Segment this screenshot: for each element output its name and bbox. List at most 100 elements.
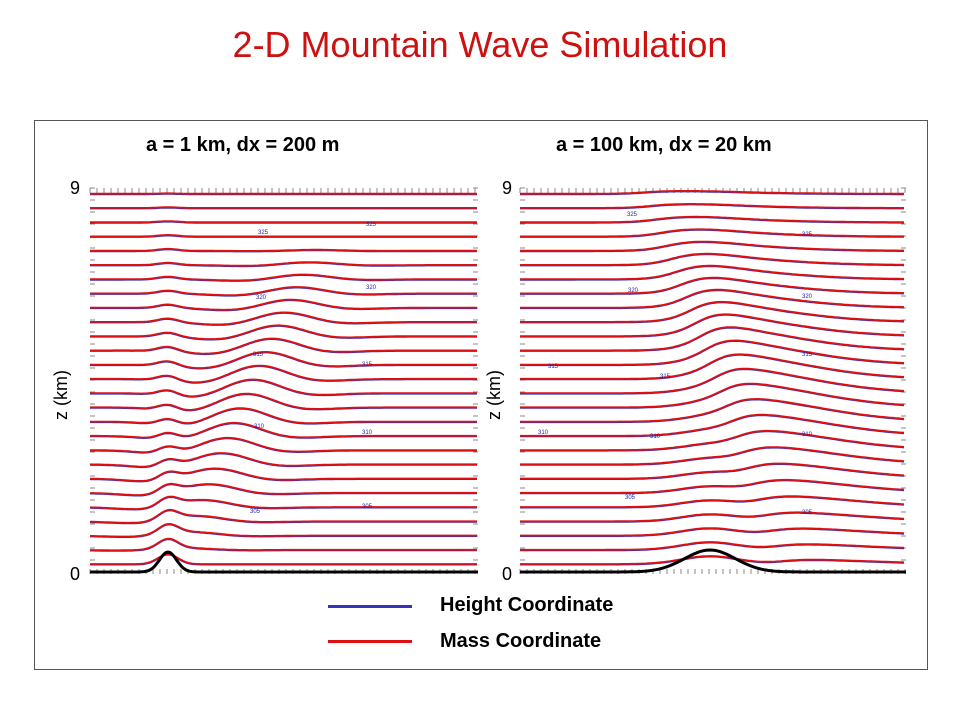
height-coordinate-contour	[90, 312, 477, 326]
contour-label: 305	[802, 510, 813, 516]
height-coordinate-contour	[90, 324, 477, 341]
right-panel-title: a = 100 km, dx = 20 km	[556, 134, 772, 156]
mass-coordinate-contour	[520, 288, 905, 309]
terrain-line	[90, 550, 478, 574]
mass-coordinate-contour	[89, 508, 477, 524]
mass-coordinate-contour	[89, 452, 477, 468]
mass-coordinate-contour	[90, 247, 477, 252]
mass-coordinate-contour	[520, 203, 904, 209]
contour-label: 315	[660, 374, 671, 380]
right-contour-plot: 325 325 320 320 315 315 315 310 310 310 305 305	[519, 187, 906, 574]
mass-coordinate-contour	[90, 286, 477, 296]
mass-coordinate-contour	[520, 264, 904, 281]
mass-coordinate-contour	[90, 553, 477, 565]
mass-coordinate-contour	[90, 298, 477, 311]
height-coordinate-contour	[90, 299, 477, 312]
mass-coordinate-contour	[90, 537, 477, 552]
mass-coordinate-contour	[520, 276, 904, 295]
mass-coordinate-contour	[520, 339, 905, 366]
mass-coordinate-contour	[90, 220, 477, 224]
height-coordinate-contour	[90, 286, 477, 297]
page-title: 2-D Mountain Wave Simulation	[232, 24, 728, 65]
mass-coordinate-contour	[520, 240, 904, 252]
height-coordinate-contour	[90, 379, 477, 398]
mass-coordinate-contour	[520, 252, 905, 266]
legend-height-label: Height Coordinate	[440, 594, 614, 616]
mass-coordinate-contour	[520, 429, 905, 451]
mass-coordinate-contour	[520, 397, 905, 423]
mass-coordinate-contour	[520, 367, 905, 394]
contour-label: 315	[802, 352, 813, 358]
left-ytick-top: 9	[70, 178, 81, 198]
mass-coordinate-contour	[520, 495, 905, 508]
mass-coordinate-contour	[520, 353, 905, 380]
height-coordinate-contour	[90, 338, 477, 356]
contour-label: 315	[362, 362, 373, 368]
contour-label: 325	[627, 212, 638, 218]
mass-coordinate-contour	[520, 527, 905, 537]
right-ytick-top: 9	[502, 178, 513, 198]
mass-coordinate-contour	[90, 206, 477, 209]
figure-frame	[34, 120, 928, 670]
left-panel-title: a = 1 km, dx = 200 m	[146, 134, 340, 156]
legend-mass-label: Mass Coordinate	[440, 630, 602, 652]
contour-label: 320	[802, 294, 813, 300]
mass-coordinate-contour	[90, 392, 477, 411]
mass-coordinate-contour	[90, 407, 477, 424]
height-coordinate-contour	[520, 495, 905, 509]
contour-label: 310	[538, 430, 549, 436]
legend-height-line	[328, 605, 412, 608]
mass-coordinate-contour	[90, 378, 477, 398]
mass-coordinate-contour	[90, 351, 477, 369]
contour-label: 310	[650, 434, 661, 440]
left-contour-plot: 325 325 320 320 315 315 310 310 305 305	[89, 187, 478, 574]
mass-coordinate-contour	[520, 326, 905, 352]
mass-coordinate-contour	[520, 478, 905, 494]
contour-label: 325	[258, 230, 269, 236]
contour-label: 310	[362, 430, 373, 436]
height-coordinate-contour	[520, 479, 905, 495]
contour-label: 305	[362, 504, 373, 510]
right-ylabel: z (km)	[484, 370, 504, 420]
mass-coordinate-contour	[90, 324, 477, 340]
mass-coordinate-contour	[520, 541, 905, 551]
mass-coordinate-contour	[520, 511, 905, 523]
terrain-line	[520, 548, 906, 574]
mass-coordinate-contour	[90, 364, 477, 384]
mass-coordinate-contour	[90, 421, 477, 439]
mass-coordinate-contour	[90, 436, 477, 453]
mass-coordinate-contour	[520, 462, 905, 480]
mass-coordinate-contour	[89, 495, 477, 510]
mass-coordinate-contour	[520, 313, 905, 337]
contour-label: 320	[628, 288, 639, 294]
height-coordinate-contour	[90, 365, 477, 384]
contour-label: 315	[548, 364, 559, 370]
axis-ticks	[89, 187, 478, 574]
mass-coordinate-contour	[520, 300, 905, 323]
mass-coordinate-contour	[520, 190, 904, 195]
mass-coordinate-contour	[520, 413, 905, 437]
contour-label: 320	[256, 295, 267, 301]
mass-coordinate-contour	[90, 522, 477, 538]
mass-coordinate-contour	[90, 311, 477, 326]
contour-label: 320	[366, 285, 377, 291]
mass-coordinate-contour	[90, 482, 477, 496]
mass-coordinate-contour	[520, 555, 905, 565]
mass-coordinate-contour	[89, 467, 477, 482]
mass-coordinate-contour	[90, 337, 477, 355]
contour-label: 310	[802, 432, 813, 438]
mass-coordinate-contour	[520, 446, 905, 466]
contour-label: 310	[254, 424, 265, 430]
right-ytick-bottom: 0	[502, 564, 513, 584]
mass-coordinate-contour	[90, 233, 477, 238]
mass-coordinate-contour	[520, 228, 904, 238]
contour-label: 305	[625, 495, 636, 501]
mass-coordinate-contour	[90, 273, 477, 282]
mass-coordinate-contour	[90, 261, 477, 267]
contour-label: 325	[366, 222, 377, 228]
contour-label: 325	[802, 232, 813, 238]
mass-coordinate-contour	[520, 382, 905, 409]
left-ytick-bottom: 0	[70, 564, 81, 584]
mass-coordinate-contour	[520, 215, 904, 224]
legend-mass-line	[328, 640, 412, 643]
